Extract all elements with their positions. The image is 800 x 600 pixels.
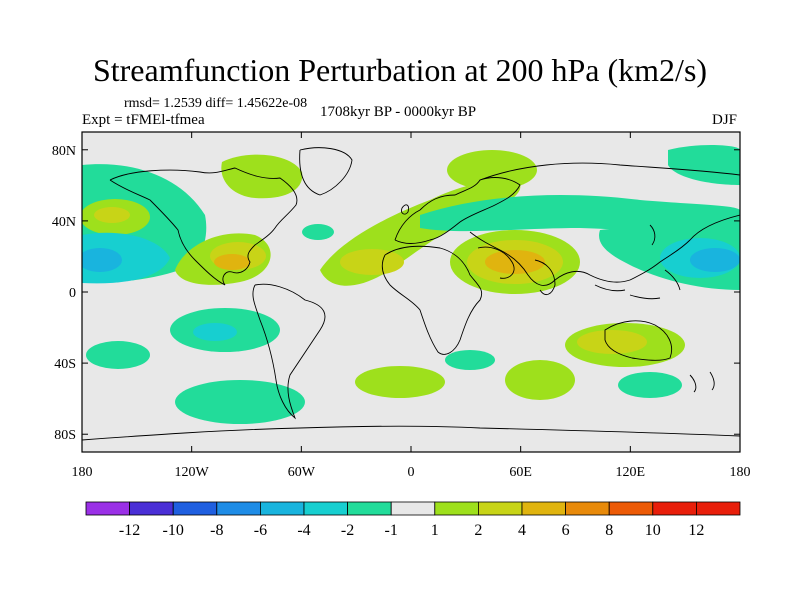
latitude-axis: 80N 40N 0 40S 80S bbox=[52, 144, 740, 443]
colorbar-label: 1 bbox=[431, 522, 439, 539]
colorbar-swatch bbox=[477, 501, 523, 516]
colorbar-swatch bbox=[216, 501, 261, 516]
colorbar-swatch bbox=[85, 501, 130, 516]
map-panel bbox=[82, 132, 740, 452]
colorbar-label: 6 bbox=[562, 522, 570, 539]
colorbar-swatch bbox=[259, 501, 305, 516]
colorbar-label: -8 bbox=[210, 522, 223, 539]
lon-tick-label: 60W bbox=[288, 465, 316, 480]
lon-tick-label: 120W bbox=[175, 465, 210, 480]
colorbar-swatch bbox=[652, 501, 697, 516]
coastlines bbox=[82, 147, 740, 441]
colorbar-swatch bbox=[129, 501, 174, 516]
colorbar-label: 8 bbox=[605, 522, 613, 539]
colorbar-label: -6 bbox=[254, 522, 267, 539]
lat-tick-label: 80S bbox=[54, 428, 76, 443]
lat-tick-label: 40N bbox=[52, 215, 76, 230]
lon-tick-label: 180 bbox=[730, 465, 751, 480]
longitude-axis: 180 120W 60W 0 60E 120E 180 bbox=[72, 132, 751, 480]
chart-title: Streamfunction Perturbation at 200 hPa (… bbox=[92, 52, 708, 88]
colorbar-label: 10 bbox=[645, 522, 661, 539]
lon-tick-label: 180 bbox=[72, 465, 93, 480]
colorbar-swatch bbox=[696, 501, 741, 516]
lat-tick-label: 80N bbox=[52, 144, 76, 159]
experiment-label: Expt = tFMEl-tfmea bbox=[82, 112, 205, 128]
colorbar-label: 4 bbox=[518, 522, 526, 539]
lon-tick-label: 120E bbox=[616, 465, 646, 480]
season-label: DJF bbox=[712, 112, 738, 128]
colorbar-label: -2 bbox=[341, 522, 354, 539]
colorbar-label: -10 bbox=[163, 522, 184, 539]
colorbar-swatch bbox=[390, 501, 436, 516]
contour-fills bbox=[82, 145, 740, 424]
lat-tick-label: 0 bbox=[69, 286, 76, 301]
stats-label: rmsd= 1.2539 diff= 1.45622e-08 bbox=[124, 96, 308, 111]
lon-tick-label: 0 bbox=[408, 465, 415, 480]
colorbar-swatch bbox=[608, 501, 654, 516]
colorbar-swatch bbox=[172, 501, 218, 516]
colorbar-label: -12 bbox=[119, 522, 140, 539]
colorbar-swatch bbox=[303, 501, 348, 516]
colorbar-swatch bbox=[521, 501, 566, 516]
colorbar-label: 12 bbox=[688, 522, 704, 539]
period-label: 1708kyr BP - 0000kyr BP bbox=[320, 104, 477, 120]
colorbar-swatch bbox=[565, 501, 610, 516]
colorbar-label: -4 bbox=[297, 522, 310, 539]
colorbar-label: 2 bbox=[474, 522, 482, 539]
lon-tick-label: 60E bbox=[509, 465, 532, 480]
colorbar-swatch bbox=[347, 501, 392, 516]
colorbar-label: -1 bbox=[385, 522, 398, 539]
colorbar-swatch bbox=[434, 501, 479, 516]
colorbar: -12 -10 -8 -6 -4 -2 -1 1 2 4 6 8 10 12 bbox=[85, 501, 741, 539]
lat-tick-label: 40S bbox=[54, 357, 76, 372]
